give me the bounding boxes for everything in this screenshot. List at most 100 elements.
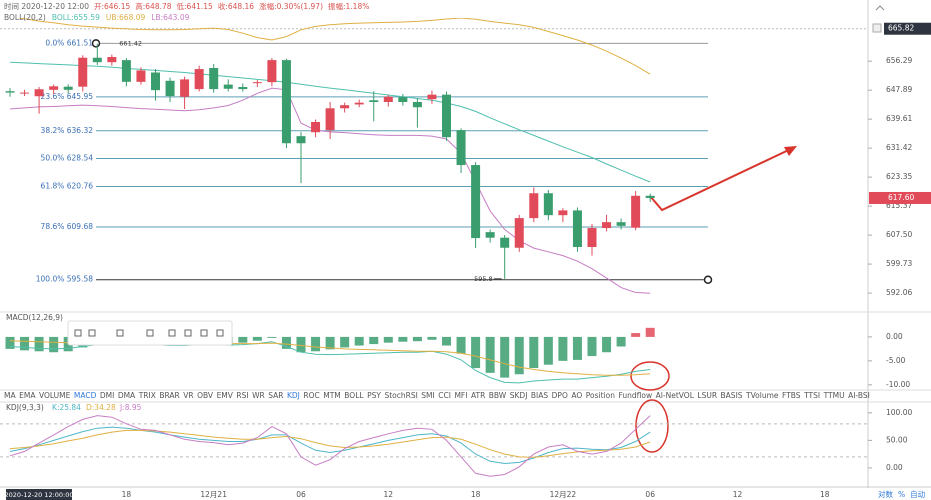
indicator-tab[interactable]: MACD (73, 391, 97, 400)
toolbar-icon[interactable] (200, 329, 208, 337)
macd-bar (281, 336, 291, 349)
x-tick-label: 06 (645, 490, 655, 499)
indicator-tab[interactable]: WR (252, 391, 265, 400)
indicator-tab[interactable]: ROC (303, 391, 320, 400)
indicator-line (9, 429, 651, 458)
x-tick-label: 12 (384, 490, 394, 499)
toolbar-icon[interactable] (184, 329, 192, 337)
indicator-tab[interactable]: StochRSI (384, 391, 418, 400)
macd-bar (631, 333, 641, 337)
indicator-tab[interactable]: ATR (470, 391, 486, 400)
macd-bar (238, 336, 248, 343)
indicator-tab[interactable]: FTBS (782, 391, 801, 400)
indicator-tab[interactable]: MTM (323, 391, 341, 400)
legend-title: BOLL(20,2) (4, 13, 46, 22)
indicator-tab[interactable]: SKDJ (509, 391, 528, 400)
indicator-tab[interactable]: TRIX (138, 391, 156, 400)
candle-body (543, 193, 553, 216)
indicator-tab[interactable]: TVolume (746, 391, 779, 400)
ohlc-header: 时间 2020-12-20 12:00 开:646.15 高:648.78 低:641… (4, 2, 374, 12)
legend-entry: BOLL:655.59 (51, 13, 100, 22)
indicator-tab[interactable]: DPO (551, 391, 568, 400)
x-tick-label: 12 (733, 490, 743, 499)
indicator-tab[interactable]: BIAS (530, 391, 549, 400)
toolbar-icon[interactable] (116, 329, 124, 337)
indicator-tab[interactable]: EMA (19, 391, 36, 400)
candle-body (5, 91, 15, 93)
arrow-head (784, 146, 797, 156)
fib-label: 0.0% 661.51 (45, 38, 93, 47)
toolbar-box (67, 320, 233, 346)
panel-title: MACD(12,26,9) (6, 313, 63, 322)
indicator-tab[interactable]: RSI (236, 391, 249, 400)
x-tick-label: 12月22 (550, 490, 577, 499)
indicator-tab[interactable]: MA (4, 391, 16, 400)
header-item: 低:641.15 (176, 2, 213, 11)
macd-bar (383, 336, 393, 343)
indicator-tab[interactable]: MFI (454, 391, 468, 400)
y-tick-label: -10.00 (886, 380, 910, 389)
macd-bar (587, 336, 597, 357)
indicator-tab[interactable]: AO (571, 391, 583, 400)
indicator-tab[interactable]: AI-NetVOL (655, 391, 694, 400)
indicator-tab[interactable]: SAR (268, 391, 284, 400)
high-annotation: 661.42 (119, 40, 142, 48)
trend-arrow (649, 146, 797, 212)
add-icon[interactable] (872, 23, 882, 33)
indicator-tab[interactable]: TTSI (804, 391, 821, 400)
axis-control: % (898, 490, 906, 499)
macd-bar (442, 336, 451, 346)
candle-body (165, 80, 175, 97)
toolbar-icon[interactable] (146, 329, 154, 337)
toolbar-icon[interactable] (216, 329, 224, 337)
y-tick-label: 639.61 (886, 114, 912, 123)
indicator-tab[interactable]: VR (183, 391, 194, 400)
indicator-tab[interactable]: LSUR (697, 391, 718, 400)
candle-body (383, 96, 393, 102)
candle-body (136, 70, 146, 82)
indicator-tab[interactable]: DMI (99, 391, 115, 400)
crosshair-time: 2020-12-20 12:00:00 (4, 491, 73, 499)
indicator-tab[interactable]: BASIS (720, 391, 743, 400)
indicator-tab[interactable]: BOLL (344, 391, 364, 400)
indicator-tab[interactable]: AI-BSI (848, 391, 870, 400)
crosshair-price: 665.82 (888, 24, 914, 33)
candle-body (325, 108, 335, 131)
candle-body (209, 68, 219, 90)
macd-bar (5, 336, 15, 349)
indicator-tab[interactable]: EMV (216, 391, 233, 400)
indicator-tab[interactable]: BBW (488, 391, 507, 400)
indicator-tab[interactable]: BRAR (159, 391, 180, 400)
x-tick-label: 06 (296, 490, 306, 499)
indicator-tab[interactable]: DMA (117, 391, 136, 400)
indicator-tab[interactable]: KDJ (286, 391, 300, 400)
y-tick-label: 50.00 (886, 435, 908, 444)
candle-body (194, 69, 204, 90)
y-tick-label: 100.00 (886, 408, 912, 417)
indicator-tab[interactable]: SMI (421, 391, 435, 400)
x-tick-label: 12月21 (200, 490, 227, 499)
macd-bar (500, 336, 510, 378)
indicator-tab[interactable]: PSY (367, 391, 381, 400)
last-price: 617.60 (888, 193, 914, 202)
indicator-tab[interactable]: TTMU (823, 391, 845, 400)
fib-handle (703, 275, 713, 284)
toolbar-icon[interactable] (74, 329, 82, 337)
x-tick-label: 18 (820, 490, 830, 499)
indicator-tab[interactable]: CCI (438, 391, 451, 400)
fib-label: 50.0% 628.54 (41, 153, 94, 162)
indicator-tab[interactable]: Position (585, 391, 615, 400)
y-tick-label: 647.89 (886, 85, 912, 94)
toolbar-icon[interactable] (88, 329, 96, 337)
fib-label: 100.0% 595.58 (36, 275, 93, 284)
indicator-tab[interactable]: VOLUME (38, 391, 71, 400)
candle-body (412, 101, 422, 108)
indicator-tab[interactable]: Fundflow (618, 391, 653, 400)
low-annotation: 595.8 (474, 275, 493, 283)
highlight-circle (635, 399, 669, 453)
macd-bar (311, 336, 321, 352)
toolbar-icon[interactable] (168, 329, 176, 337)
indicator-tab[interactable]: OBV (197, 391, 214, 400)
